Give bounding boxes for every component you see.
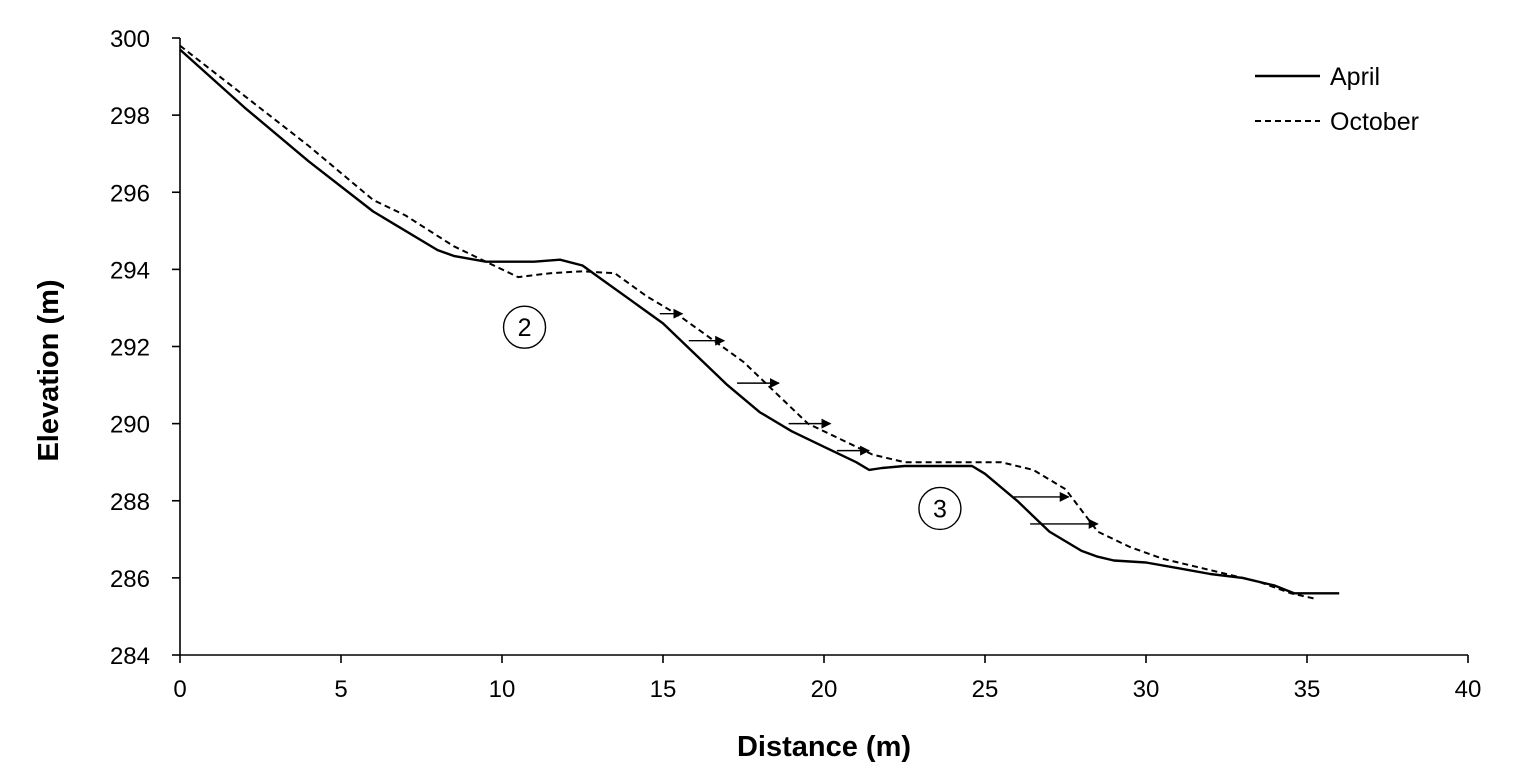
plot-area: 23 (179, 44, 1340, 601)
annotation-label: 3 (933, 495, 947, 523)
legend-label-april: April (1330, 63, 1380, 91)
annotation-label: 2 (518, 314, 532, 342)
x-tick-label: 15 (650, 676, 677, 703)
x-tick-label: 35 (1294, 676, 1321, 703)
y-tick-label: 290 (110, 412, 150, 439)
x-tick-label: 10 (489, 676, 516, 703)
legend-label-october: October (1330, 108, 1419, 136)
y-tick-label: 284 (110, 643, 150, 670)
y-axis-ticks: 284 286 288 290 292 294 296 298 300 (110, 26, 180, 670)
series-line-october (179, 44, 1317, 601)
y-tick-label: 298 (110, 103, 150, 130)
y-tick-label: 294 (110, 257, 150, 284)
x-tick-label: 40 (1455, 676, 1482, 703)
x-tick-label: 5 (334, 676, 347, 703)
x-tick-label: 30 (1133, 676, 1160, 703)
arrow-layer (659, 308, 1099, 529)
x-axis-ticks: 0 5 10 15 20 25 30 35 40 (173, 655, 1481, 703)
x-axis-title: Distance (m) (737, 731, 911, 763)
annotation-layer: 23 (502, 305, 962, 531)
y-tick-label: 286 (110, 566, 150, 593)
annotation-circle (502, 305, 547, 349)
y-tick-label: 292 (110, 335, 150, 362)
x-tick-label: 25 (972, 676, 999, 703)
legend: April October (1255, 63, 1419, 136)
series-line-april (179, 48, 1340, 595)
annotation-circle (918, 486, 962, 531)
y-tick-label: 288 (110, 489, 150, 516)
x-tick-label: 20 (811, 676, 838, 703)
x-tick-label: 0 (173, 676, 186, 703)
y-tick-label: 296 (110, 180, 150, 207)
y-tick-label: 300 (110, 26, 150, 53)
series-layer (179, 44, 1340, 601)
y-axis-title: Elevation (m) (33, 279, 65, 461)
